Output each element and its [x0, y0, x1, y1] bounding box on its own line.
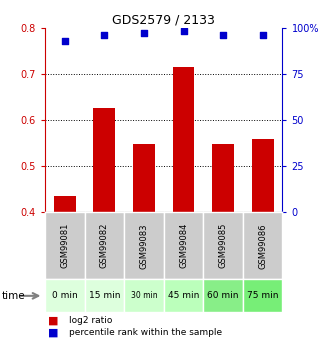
Point [141, 30, 146, 36]
Text: GSM99086: GSM99086 [258, 223, 267, 268]
Text: 75 min: 75 min [247, 291, 278, 300]
Text: 45 min: 45 min [168, 291, 199, 300]
Point [221, 32, 226, 38]
Bar [133, 144, 155, 212]
Point [62, 38, 67, 43]
Bar [173, 67, 195, 212]
Point [260, 32, 265, 38]
Title: GDS2579 / 2133: GDS2579 / 2133 [112, 13, 215, 27]
Bar [54, 196, 76, 212]
Text: percentile rank within the sample: percentile rank within the sample [69, 328, 222, 337]
Text: 15 min: 15 min [89, 291, 120, 300]
Text: 30 min: 30 min [131, 291, 157, 300]
Text: GSM99082: GSM99082 [100, 223, 109, 268]
Text: time: time [2, 291, 25, 301]
Text: 0 min: 0 min [52, 291, 78, 300]
Point [181, 29, 186, 34]
Text: ■: ■ [48, 315, 59, 325]
Text: 60 min: 60 min [207, 291, 239, 300]
Bar [212, 144, 234, 212]
Text: GSM99083: GSM99083 [139, 223, 148, 268]
Text: GSM99084: GSM99084 [179, 223, 188, 268]
Bar [93, 108, 115, 212]
Text: ■: ■ [48, 328, 59, 338]
Text: log2 ratio: log2 ratio [69, 316, 112, 325]
Bar [252, 139, 273, 212]
Point [102, 32, 107, 38]
Text: GSM99081: GSM99081 [60, 223, 69, 268]
Text: GSM99085: GSM99085 [219, 223, 228, 268]
